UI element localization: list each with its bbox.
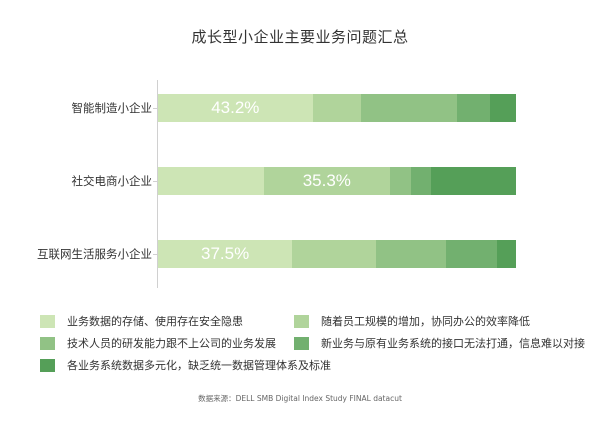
y-axis-tick [153,181,157,182]
legend-item: 新业务与原有业务系统的接口无法打通，信息难以对接 [294,335,585,351]
data-label: 35.3% [302,171,351,190]
legend-item: 业务数据的存储、使用存在安全隐患 [40,313,243,329]
bar-segment [431,167,516,195]
bar-segment [490,94,516,122]
legend-label: 新业务与原有业务系统的接口无法打通，信息难以对接 [321,337,585,350]
bar-segment [389,167,411,195]
data-label: 43.2% [211,98,260,117]
legend-swatch [294,314,309,328]
category-label: 智能制造小企业 [71,101,153,115]
category-label: 互联网生活服务小企业 [37,247,152,261]
bar-segment: 43.2% [158,94,313,122]
data-source-note: 数据来源：DELL SMB Digital Index Study FINAL … [198,394,402,403]
legend-swatch [40,336,55,350]
stacked-bar: 37.5% [158,240,516,268]
legend-swatch [294,336,309,350]
legend-label: 业务数据的存储、使用存在安全隐患 [67,315,243,328]
category-label: 社交电商小企业 [71,174,153,188]
stacked-bar: 43.2% [158,94,516,122]
bar-segment: 35.3% [263,167,390,195]
legend-item: 技术人员的研发能力跟不上公司的业务发展 [40,335,276,351]
bar-segment [445,240,497,268]
bar-segment [410,167,432,195]
bar-segment [360,94,458,122]
chart-title: 成长型小企业主要业务问题汇总 [191,28,409,46]
legend-item: 随着员工规模的增加，协同办公的效率降低 [294,313,530,329]
legend-label: 技术人员的研发能力跟不上公司的业务发展 [67,337,276,350]
stacked-bar: 35.3% [158,167,516,195]
legend-item: 各业务系统数据多元化，缺乏统一数据管理体系及标准 [40,357,331,373]
legend-swatch [40,314,55,328]
y-axis-tick [153,108,157,109]
bar-segment [158,167,264,195]
bar-segment [376,240,446,268]
bar-segment [292,240,377,268]
legend-swatch [40,358,55,372]
legend-label: 随着员工规模的增加，协同办公的效率降低 [321,315,530,328]
legend-label: 各业务系统数据多元化，缺乏统一数据管理体系及标准 [67,359,331,372]
y-axis-tick [153,254,157,255]
bar-segment: 37.5% [158,240,293,268]
y-axis-line [157,80,158,288]
bar-segment [496,240,516,268]
data-label: 37.5% [201,244,250,263]
bar-segment [312,94,361,122]
bar-segment [457,94,491,122]
